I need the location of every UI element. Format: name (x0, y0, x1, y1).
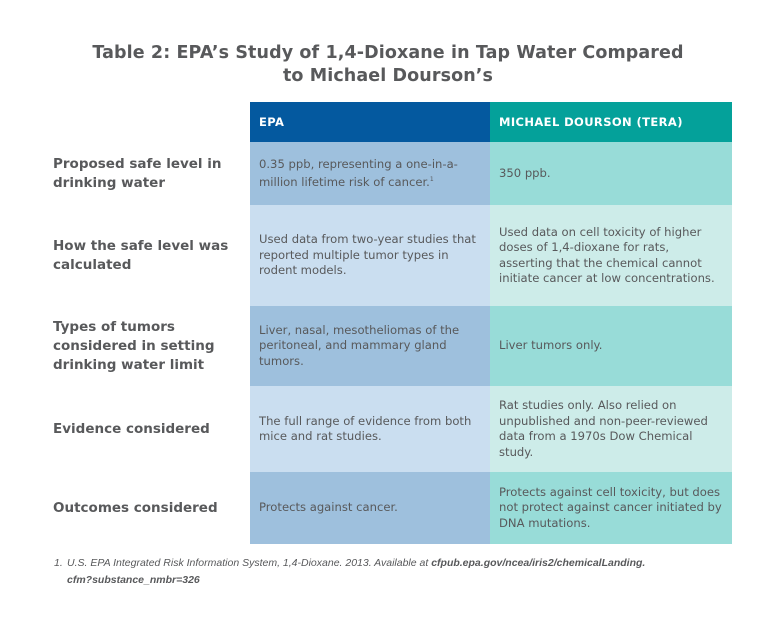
cell-tera: Rat studies only. Also relied on unpubli… (490, 386, 732, 472)
footnote-link-line-1[interactable]: cfpub.epa.gov/ncea/iris2/chemicalLanding… (431, 557, 646, 569)
header-tera: MICHAEL DOURSON (TERA) (490, 102, 732, 142)
header-epa: EPA (250, 102, 490, 142)
row-label-calculation: How the safe level was calculated (53, 237, 229, 273)
cell-tera: Protects against cell toxicity, but does… (490, 472, 732, 544)
cell-tera: 350 ppb. (490, 142, 732, 205)
cell-epa: Protects against cancer. (250, 472, 490, 544)
row-label-evidence: Evidence considered (53, 420, 210, 437)
table-row-safe-level: 0.35 ppb, representing a one-in-a-millio… (250, 142, 732, 205)
title-line-2: to Michael Dourson’s (282, 66, 494, 86)
row-label-outcomes: Outcomes considered (53, 499, 218, 516)
cell-tera: Used data on cell toxicity of higher dos… (490, 205, 732, 306)
cell-epa: The full range of evidence from both mic… (250, 386, 490, 472)
cell-epa-text: 0.35 ppb, representing a one-in-a-millio… (259, 156, 458, 190)
cell-epa: Used data from two-year studies that rep… (250, 205, 490, 306)
footnote-link-line-2[interactable]: cfm?substance_nmbr=326 (67, 574, 200, 586)
table-header: EPA MICHAEL DOURSON (TERA) (250, 102, 732, 142)
row-label-safe-level: Proposed safe level in drinking water (53, 155, 222, 191)
table-row-outcomes: Protects against cancer. Protects agains… (250, 472, 732, 544)
table-row-tumor-types: Liver, nasal, mesotheliomas of the perit… (250, 306, 732, 386)
cell-epa: 0.35 ppb, representing a one-in-a-millio… (250, 142, 490, 205)
cell-tera: Liver tumors only. (490, 306, 732, 386)
footnote-number: 1. (54, 557, 63, 569)
table-row-calculation: Used data from two-year studies that rep… (250, 205, 732, 306)
footnote-ref: 1 (429, 176, 434, 183)
comparison-table: EPA MICHAEL DOURSON (TERA) 0.35 ppb, rep… (250, 102, 732, 544)
table-row-evidence: The full range of evidence from both mic… (250, 386, 732, 472)
footnote-text: U.S. EPA Integrated Risk Information Sys… (67, 557, 432, 569)
row-labels: Proposed safe level in drinking water Ho… (53, 142, 243, 544)
footnote: 1. U.S. EPA Integrated Risk Information S… (54, 555, 744, 589)
row-label-tumor-types: Types of tumors considered in setting dr… (53, 318, 215, 373)
cell-epa: Liver, nasal, mesotheliomas of the perit… (250, 306, 490, 386)
table-title: Table 2: EPA’s Study of 1,4-Dioxane in T… (60, 42, 716, 88)
title-line-1: Table 2: EPA’s Study of 1,4-Dioxane in T… (92, 43, 684, 63)
